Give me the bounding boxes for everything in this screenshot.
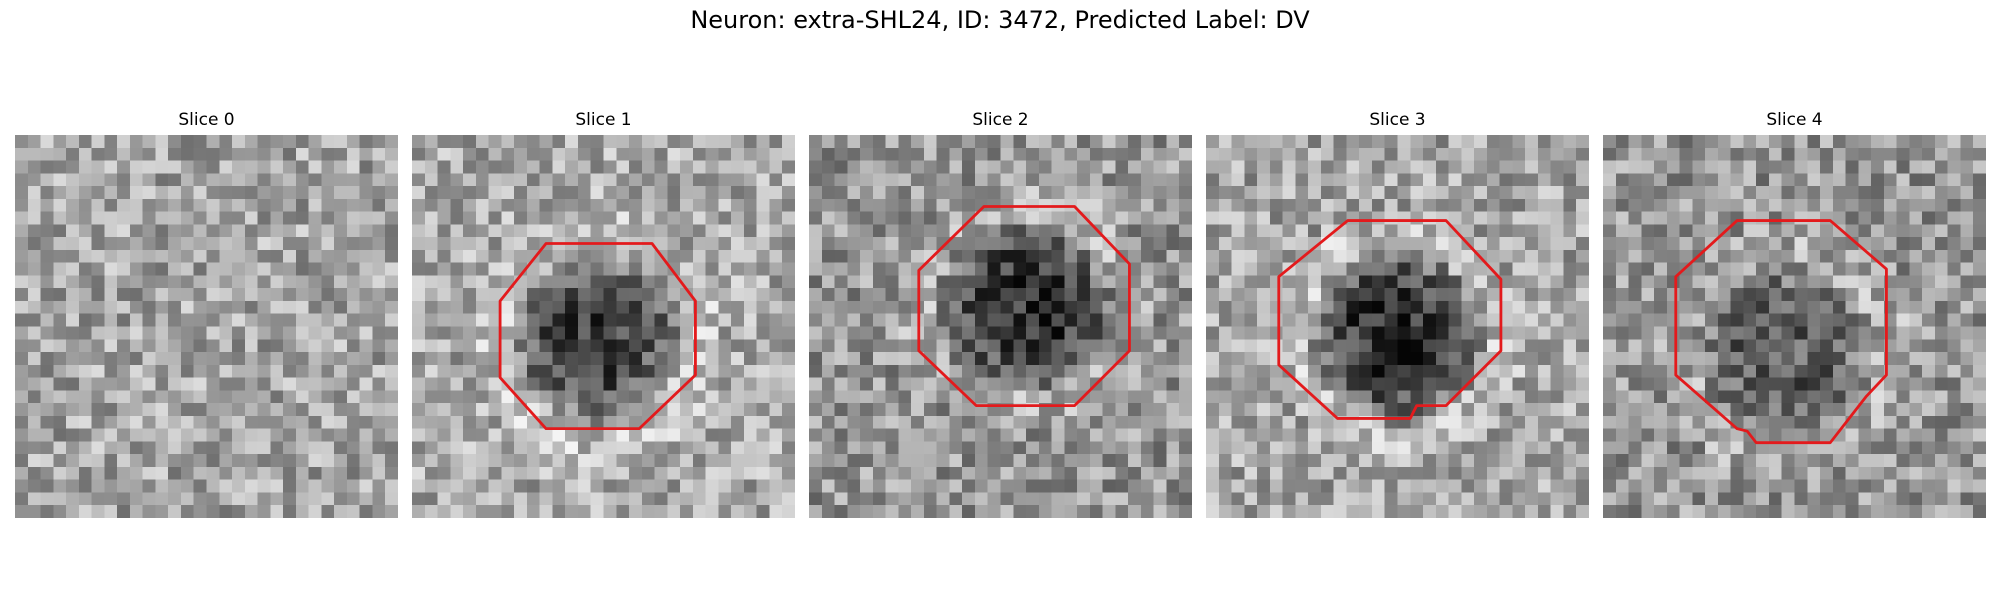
pixel-grid: [1603, 135, 1986, 518]
slice-panel-4: Slice 4: [1603, 108, 1986, 518]
roi-contour: [1277, 219, 1503, 420]
figure-title: Neuron: extra-SHL24, ID: 3472, Predicted…: [690, 6, 1310, 34]
slice-image: [1206, 135, 1589, 518]
roi-contour: [917, 205, 1131, 408]
slice-image: [15, 135, 398, 518]
slice-title: Slice 1: [575, 110, 632, 130]
slice-title: Slice 2: [972, 110, 1029, 130]
pixel-grid: [1206, 135, 1589, 518]
roi-contour: [498, 242, 697, 431]
slice-image: [1603, 135, 1986, 518]
slice-panel-2: Slice 2: [809, 108, 1192, 518]
slice-panel-1: Slice 1: [412, 108, 795, 518]
slice-panel-0: Slice 0: [15, 108, 398, 518]
pixel-grid: [809, 135, 1192, 518]
slice-title: Slice 3: [1369, 110, 1426, 130]
pixel-grid: [412, 135, 795, 518]
slice-image: [412, 135, 795, 518]
roi-contour: [1674, 219, 1888, 445]
slice-title: Slice 4: [1766, 110, 1823, 130]
slice-image: [809, 135, 1192, 518]
slice-title: Slice 0: [178, 110, 235, 130]
pixel-grid: [15, 135, 398, 518]
slice-panel-3: Slice 3: [1206, 108, 1589, 518]
